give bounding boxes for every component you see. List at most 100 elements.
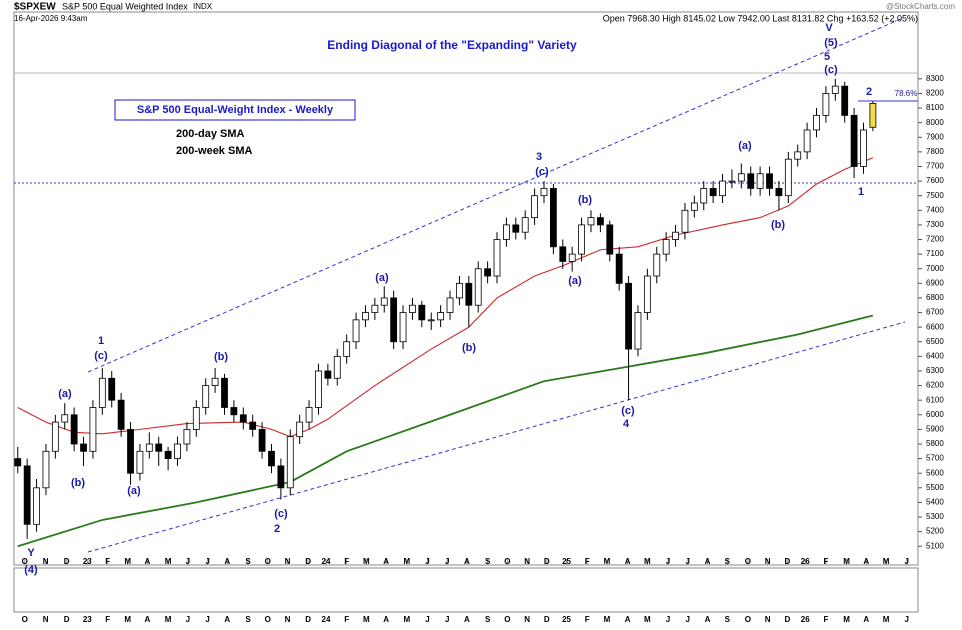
wave-label: 3: [536, 151, 542, 163]
x-tick-label: F: [823, 557, 828, 566]
candle-body: [672, 231, 679, 240]
x-tick-label-lower: M: [843, 615, 850, 624]
wave-label: (a): [738, 140, 752, 152]
x-tick-label: A: [224, 557, 230, 566]
candle-body: [192, 407, 200, 430]
wave-label: 4: [623, 418, 630, 430]
candle-body: [80, 443, 87, 452]
candle-body: [427, 319, 435, 322]
x-tick-label-lower: D: [305, 615, 311, 624]
y-tick-label: 5300: [926, 512, 944, 521]
moving-average: [17, 314, 874, 548]
y-tick-label: 6300: [926, 366, 944, 375]
y-tick-label: 6400: [926, 351, 944, 360]
x-tick-label: N: [43, 557, 49, 566]
y-tick-label: 8100: [926, 103, 944, 112]
candle-body: [211, 377, 219, 386]
wave-label: (c): [94, 350, 108, 362]
y-tick-label: 7100: [926, 249, 944, 258]
moving-average: [17, 157, 874, 438]
wave-label: Y: [27, 547, 35, 559]
lower-trendline: [87, 321, 906, 553]
y-tick-label: 7600: [926, 176, 944, 185]
x-tick-label: F: [344, 557, 349, 566]
x-tick-label: A: [464, 557, 470, 566]
x-tick-label-lower: J: [425, 615, 429, 624]
candle-body: [258, 428, 266, 452]
candle-body: [268, 450, 275, 467]
x-tick-label: 23: [83, 557, 92, 566]
candle-body: [174, 443, 181, 459]
y-tick-label: 7900: [926, 132, 944, 141]
candle-body: [493, 239, 501, 277]
candle-body: [869, 103, 877, 128]
candle-body: [474, 268, 482, 306]
candle-body: [362, 312, 369, 321]
wave-label: V: [825, 22, 833, 34]
x-tick-label-lower: N: [285, 615, 291, 624]
x-tick-label-lower: D: [784, 615, 790, 624]
candle-body: [559, 246, 567, 262]
x-tick-label: D: [64, 557, 70, 566]
candle-body: [371, 304, 379, 313]
wave-label: (5): [824, 37, 838, 49]
candle-body: [249, 421, 257, 430]
wave-label: 78.6%: [895, 89, 918, 98]
candle-body: [596, 217, 604, 226]
x-tick-label-lower: S: [245, 615, 251, 624]
x-tick-label: D: [305, 557, 311, 566]
x-tick-label: S: [245, 557, 251, 566]
x-tick-label: A: [863, 557, 869, 566]
x-tick-label: J: [666, 557, 670, 566]
x-tick-label: O: [265, 557, 271, 566]
y-tick-label: 5600: [926, 468, 944, 477]
x-tick-label: O: [745, 557, 751, 566]
x-tick-label: D: [544, 557, 550, 566]
candle-body: [503, 224, 510, 240]
x-tick-label: M: [883, 557, 890, 566]
x-tick-label-lower: M: [124, 615, 131, 624]
candle-body: [690, 202, 698, 211]
candle-body: [352, 319, 360, 343]
candle-body: [766, 173, 773, 189]
candle-body: [643, 275, 651, 313]
x-tick-label-lower: A: [145, 615, 151, 624]
x-tick-label: M: [124, 557, 131, 566]
candle-body: [465, 282, 473, 306]
candle-body: [512, 224, 520, 233]
y-tick-label: 7000: [926, 264, 944, 273]
candle-body: [653, 253, 661, 277]
x-tick-label: N: [765, 557, 771, 566]
candle-body: [521, 217, 529, 233]
y-tick-label: 5900: [926, 424, 944, 433]
quote: Open 7968.30 High 8145.02 Low 7942.00 La…: [603, 13, 918, 23]
chart-title: Ending Diagonal of the "Expanding" Varie…: [327, 38, 577, 52]
lower-panel: [13, 567, 919, 613]
candle-body: [794, 151, 802, 160]
candle-body: [230, 407, 238, 416]
candle-body: [70, 414, 78, 445]
x-tick-label-lower: J: [445, 615, 449, 624]
candle-body: [531, 195, 538, 218]
x-tick-label: 25: [562, 557, 571, 566]
candle-body: [709, 187, 717, 197]
x-tick-label-lower: J: [686, 615, 690, 624]
x-tick-label: O: [22, 557, 28, 566]
x-tick-label-lower: F: [344, 615, 349, 624]
x-tick-label-lower: F: [823, 615, 828, 624]
wave-label: (c): [621, 405, 635, 417]
candle-body: [324, 370, 332, 379]
x-tick-label: A: [625, 557, 631, 566]
candle-body: [117, 399, 125, 430]
candle-body: [681, 209, 689, 233]
x-tick-label: N: [285, 557, 291, 566]
candle-body: [578, 224, 585, 255]
candle-body: [14, 458, 22, 467]
wave-label: (a): [568, 275, 582, 287]
x-tick-label-lower: F: [585, 615, 590, 624]
x-tick-label: D: [784, 557, 790, 566]
candle-body: [775, 187, 783, 197]
candle-body: [784, 158, 792, 197]
candle-body: [446, 297, 454, 313]
candle-body: [61, 414, 69, 423]
